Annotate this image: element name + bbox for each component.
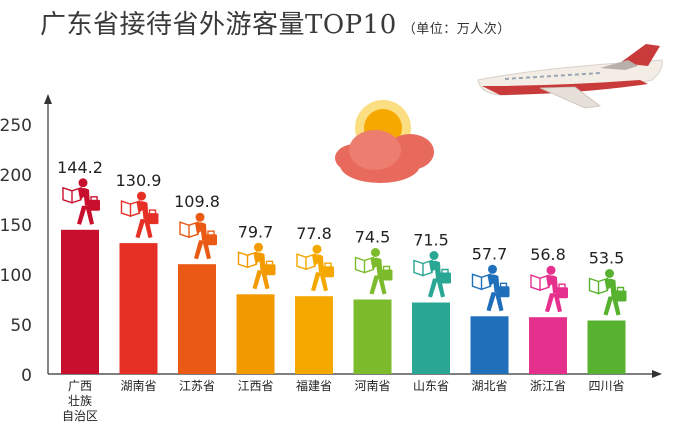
bar-5 bbox=[295, 296, 333, 374]
x-tick-label-9: 浙江省 bbox=[530, 379, 566, 393]
bar-4 bbox=[236, 294, 275, 374]
x-tick-label-10: 四川省 bbox=[588, 379, 624, 393]
chart-title-text: 广东省接待省外游客量TOP10 bbox=[40, 10, 397, 40]
x-tick-label-7: 山东省 bbox=[413, 379, 449, 393]
traveler-icon-9 bbox=[530, 265, 568, 313]
bar-2 bbox=[119, 243, 158, 374]
data-label-8: 57.7 bbox=[472, 244, 508, 263]
chart-subtitle: （单位：万人次） bbox=[402, 22, 511, 37]
data-label-9: 56.8 bbox=[530, 245, 566, 264]
traveler-icon-6 bbox=[354, 248, 393, 295]
airplane-icon bbox=[477, 44, 663, 109]
x-tick-label-6: 河南省 bbox=[354, 378, 390, 393]
y-tick-label-100: 100 bbox=[0, 266, 32, 286]
x-tick-label-2: 湖南省 bbox=[120, 378, 156, 393]
traveler-icon-4 bbox=[237, 242, 276, 290]
traveler-icon-2 bbox=[120, 191, 159, 239]
y-tick-label-250: 250 bbox=[0, 116, 32, 136]
traveler-icon-1 bbox=[62, 178, 100, 225]
data-label-1: 144.2 bbox=[57, 158, 103, 177]
y-tick-label-50: 50 bbox=[10, 316, 32, 336]
x-tick-label-8: 湖北省 bbox=[471, 378, 507, 393]
x-tick-label-1: 广西壮族自治区 bbox=[62, 379, 98, 423]
x-tick-label-3: 江苏省 bbox=[179, 379, 215, 393]
bar-9 bbox=[529, 317, 567, 374]
x-tick-label-4: 江西省 bbox=[237, 379, 273, 393]
data-label-5: 77.8 bbox=[296, 224, 332, 243]
y-tick-label-200: 200 bbox=[0, 166, 32, 186]
data-label-3: 109.8 bbox=[174, 192, 220, 211]
traveler-icon-8 bbox=[471, 264, 510, 312]
cloud-icon bbox=[335, 130, 434, 183]
y-tick-label-0: 0 bbox=[21, 366, 32, 386]
traveler-icon-3 bbox=[179, 212, 217, 260]
bar-7 bbox=[412, 302, 450, 374]
data-label-10: 53.5 bbox=[589, 249, 625, 268]
bar-3 bbox=[178, 264, 216, 374]
bar-6 bbox=[353, 299, 392, 374]
bar-8 bbox=[470, 316, 509, 374]
data-label-7: 71.5 bbox=[413, 231, 449, 250]
traveler-icon-5 bbox=[296, 244, 334, 292]
bar-10 bbox=[587, 320, 626, 374]
data-label-4: 79.7 bbox=[238, 222, 274, 241]
x-tick-label-5: 福建省 bbox=[296, 378, 332, 393]
x-axis-arrow bbox=[652, 370, 662, 378]
data-label-2: 130.9 bbox=[116, 171, 162, 190]
bar-1 bbox=[61, 229, 99, 374]
y-axis-arrow bbox=[44, 94, 52, 104]
traveler-icon-10 bbox=[588, 269, 627, 316]
y-tick-label-150: 150 bbox=[0, 216, 32, 236]
chart-title: 广东省接待省外游客量TOP10 （单位：万人次） bbox=[40, 4, 511, 41]
data-label-6: 74.5 bbox=[355, 228, 391, 247]
traveler-icon-7 bbox=[413, 251, 451, 298]
